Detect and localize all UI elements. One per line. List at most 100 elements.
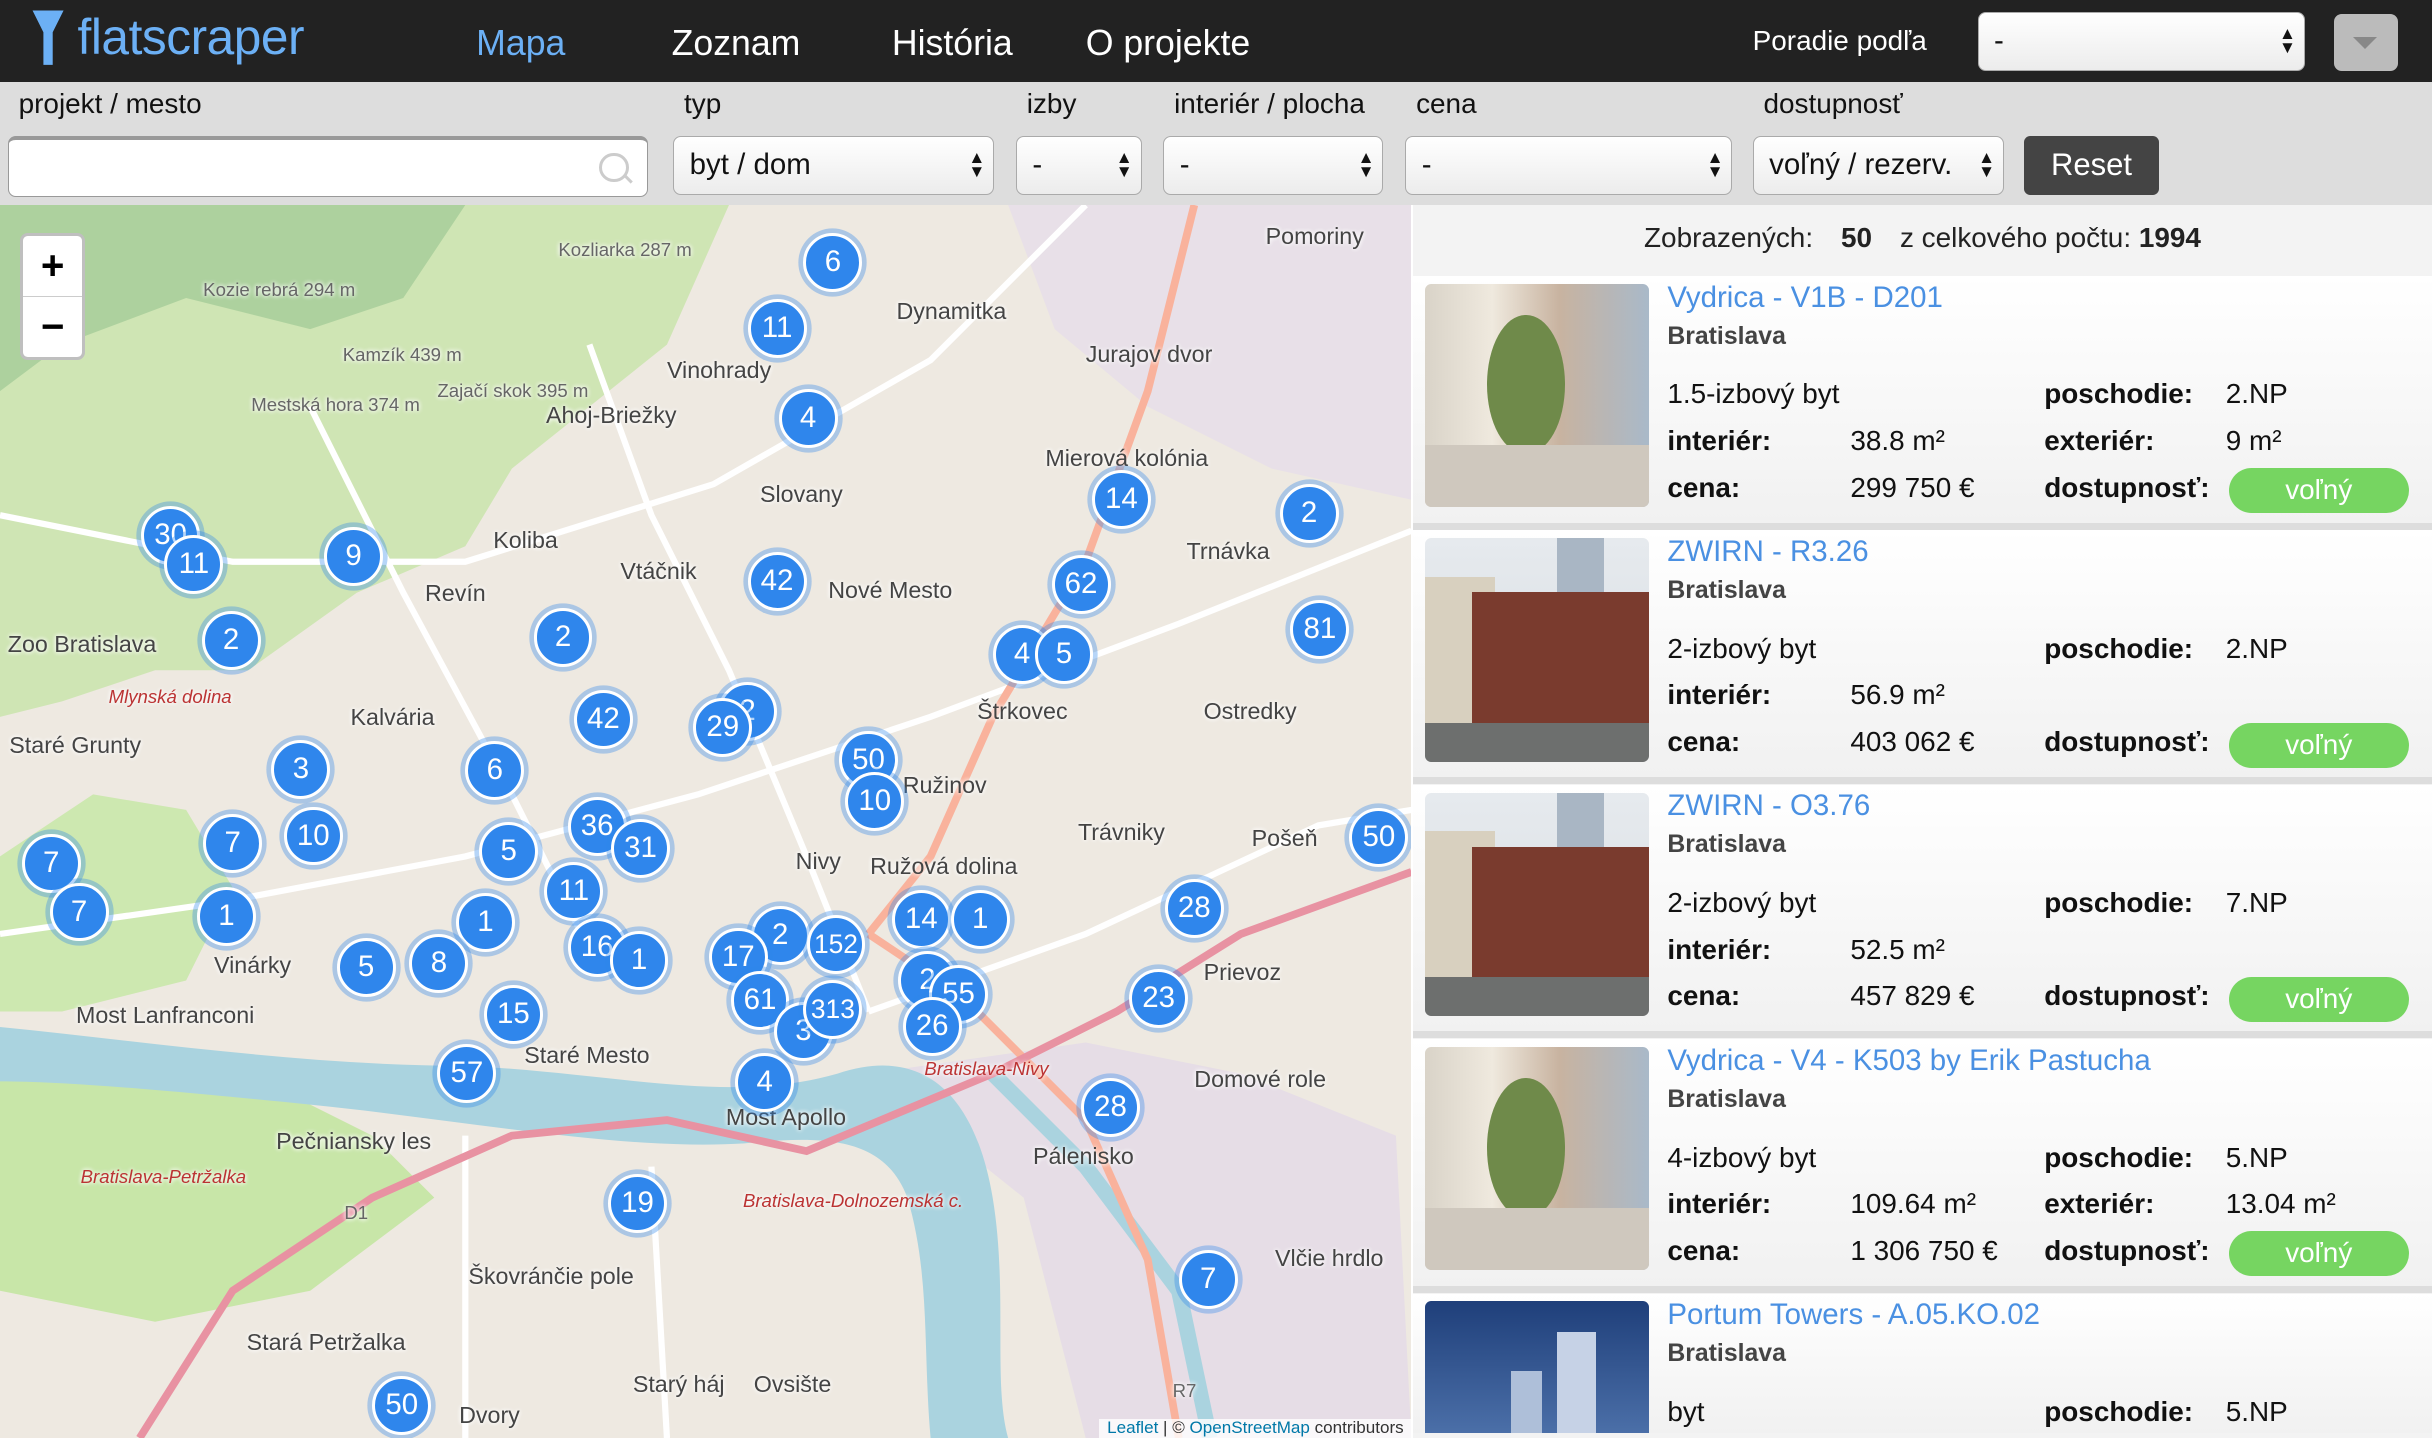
map-cluster-marker[interactable]: 61 bbox=[730, 970, 790, 1030]
total-label: z celkového počtu: bbox=[1899, 221, 2132, 253]
area-select[interactable]: - ▲ ▼ bbox=[1163, 136, 1384, 196]
map-place-label: Prievoz bbox=[1203, 958, 1282, 985]
map-place-label: Koliba bbox=[493, 527, 558, 554]
map-cluster-marker[interactable]: 7 bbox=[1178, 1250, 1238, 1310]
map-cluster-marker[interactable]: 9 bbox=[324, 527, 384, 587]
map-cluster-marker[interactable]: 31 bbox=[611, 818, 671, 878]
map-place-label: Starý háj bbox=[632, 1371, 725, 1398]
map-cluster-marker[interactable]: 11 bbox=[164, 535, 224, 595]
leaflet-link[interactable]: Leaflet bbox=[1107, 1418, 1159, 1438]
sort-direction-button[interactable] bbox=[2334, 13, 2398, 72]
map-place-label: Vinohrady bbox=[666, 356, 772, 383]
map-cluster-marker[interactable]: 6 bbox=[803, 232, 863, 292]
availability-label: dostupnosť: bbox=[2044, 471, 2210, 503]
map-cluster-marker[interactable]: 50 bbox=[372, 1375, 432, 1435]
map-cluster-marker[interactable]: 1 bbox=[609, 930, 669, 990]
sort-select[interactable]: - ▲ ▼ bbox=[1977, 12, 2305, 72]
map-cluster-marker[interactable]: 29 bbox=[693, 697, 753, 757]
nav-zoznam[interactable]: Zoznam bbox=[671, 23, 801, 64]
osm-link[interactable]: OpenStreetMap bbox=[1189, 1418, 1310, 1438]
map-cluster-marker[interactable]: 2 bbox=[533, 608, 593, 667]
map-cluster-marker[interactable]: 42 bbox=[573, 690, 633, 750]
map-place-label: Kozie rebrá 294 m bbox=[203, 279, 356, 301]
listing-title-link[interactable]: ZWIRN - R3.26 bbox=[1667, 535, 1869, 569]
listing-title-link[interactable]: Vydrica - V1B - D201 bbox=[1667, 280, 1943, 314]
map-cluster-marker[interactable]: 28 bbox=[1081, 1077, 1140, 1137]
map-cluster-marker[interactable]: 7 bbox=[49, 882, 109, 942]
map-place-label: Pomoriny bbox=[1265, 223, 1364, 250]
map-cluster-marker[interactable]: 4 bbox=[778, 389, 838, 449]
map-cluster-marker[interactable]: 11 bbox=[544, 862, 604, 922]
map-cluster-marker[interactable]: 14 bbox=[891, 890, 951, 950]
map-cluster-marker[interactable]: 4 bbox=[735, 1053, 795, 1113]
listing-title-link[interactable]: Portum Towers - A.05.KO.02 bbox=[1667, 1298, 2041, 1332]
nav-mapa[interactable]: Mapa bbox=[476, 23, 566, 64]
price-value: - bbox=[1421, 148, 1432, 182]
nav-historia[interactable]: História bbox=[891, 23, 1013, 64]
map-cluster-marker[interactable]: 14 bbox=[1091, 469, 1151, 529]
rooms-select[interactable]: - ▲ ▼ bbox=[1015, 136, 1142, 196]
availability-select[interactable]: voľný / rezerv. ▲ ▼ bbox=[1752, 136, 2004, 196]
price-select[interactable]: - ▲ ▼ bbox=[1405, 136, 1733, 196]
map-cluster-marker[interactable]: 1 bbox=[456, 893, 515, 953]
map-cluster-marker[interactable]: 42 bbox=[747, 552, 807, 612]
map-cluster-marker[interactable]: 5 bbox=[479, 822, 539, 881]
exterior-value: 13.04 m² bbox=[2225, 1188, 2336, 1220]
map-cluster-marker[interactable]: 17 bbox=[708, 927, 768, 987]
map-cluster-marker[interactable]: 1 bbox=[196, 887, 256, 947]
listing-title-link[interactable]: ZWIRN - O3.76 bbox=[1667, 789, 1871, 823]
map-cluster-marker[interactable]: 1 bbox=[950, 890, 1010, 950]
map-cluster-marker[interactable]: 11 bbox=[747, 299, 807, 359]
map-cluster-marker[interactable]: 19 bbox=[608, 1174, 667, 1234]
map-cluster-marker[interactable]: 8 bbox=[409, 933, 469, 993]
map-cluster-marker[interactable]: 62 bbox=[1051, 555, 1111, 615]
map-cluster-marker[interactable]: 313 bbox=[803, 980, 863, 1040]
map-cluster-marker[interactable]: 2 bbox=[1279, 483, 1339, 543]
map-cluster-marker[interactable]: 23 bbox=[1129, 969, 1189, 1029]
price-label: cena: bbox=[1667, 471, 1741, 503]
listing-photo[interactable] bbox=[1425, 283, 1649, 508]
price-label: cena: bbox=[1667, 980, 1741, 1012]
listing-photo[interactable] bbox=[1425, 792, 1649, 1016]
interior-label: interiér: bbox=[1667, 424, 1772, 456]
listing-photo[interactable] bbox=[1425, 1046, 1649, 1271]
map-cluster-marker[interactable]: 57 bbox=[437, 1043, 497, 1103]
map[interactable]: Pomoriny Dynamitka Jurajov dvor Vinohrady Ah… bbox=[0, 204, 1412, 1438]
map-cluster-marker[interactable]: 15 bbox=[483, 984, 543, 1044]
map-cluster-marker[interactable]: 7 bbox=[203, 814, 263, 874]
listing-card[interactable]: Vydrica - V1B - D201 Bratislava 1.5-izbový… bbox=[1412, 276, 2432, 530]
type-select[interactable]: byt / dom ▲ ▼ bbox=[673, 136, 995, 196]
map-cluster-marker[interactable]: 50 bbox=[1349, 808, 1409, 868]
zoom-in-button[interactable]: + bbox=[40, 241, 65, 288]
listing-title-link[interactable]: Vydrica - V4 - K503 by Erik Pastucha bbox=[1667, 1043, 2151, 1077]
map-cluster-marker[interactable]: 26 bbox=[902, 997, 962, 1057]
map-cluster-marker[interactable]: 28 bbox=[1164, 879, 1224, 939]
reset-button[interactable]: Reset bbox=[2024, 136, 2160, 196]
listing-card[interactable]: Portum Towers - A.05.KO.02 Bratislava byt p… bbox=[1412, 1293, 2432, 1434]
logo[interactable]: flatscraper bbox=[77, 8, 305, 65]
listing-card[interactable]: ZWIRN - O3.76 Bratislava 2-izbový byt posch… bbox=[1412, 784, 2432, 1039]
map-place-label: Mestská hora 374 m bbox=[251, 393, 420, 415]
map-cluster-marker[interactable]: 6 bbox=[465, 741, 525, 801]
map-cluster-marker[interactable]: 5 bbox=[336, 938, 396, 998]
map-cluster-marker[interactable]: 5 bbox=[1034, 625, 1094, 684]
map-cluster-marker[interactable]: 2 bbox=[201, 611, 261, 671]
interior-label: interiér: bbox=[1667, 933, 1772, 965]
map-cluster-marker[interactable]: 3 bbox=[271, 739, 331, 799]
map-cluster-marker[interactable]: 10 bbox=[845, 772, 905, 832]
map-place-label: Pálenisko bbox=[1032, 1143, 1134, 1170]
map-cluster-marker[interactable]: 81 bbox=[1290, 600, 1350, 660]
logo-icon bbox=[32, 10, 64, 66]
project-search-input[interactable] bbox=[7, 136, 649, 197]
map-place-label: Zajačí skok 395 m bbox=[437, 379, 589, 401]
map-cluster-marker[interactable]: 10 bbox=[283, 806, 343, 866]
map-cluster-marker[interactable]: 152 bbox=[806, 915, 866, 975]
zoom-out-button[interactable]: − bbox=[23, 296, 83, 357]
listing-photo[interactable] bbox=[1425, 1301, 1649, 1434]
nav-o-projekte[interactable]: O projekte bbox=[1085, 23, 1251, 64]
listing-card[interactable]: Vydrica - V4 - K503 by Erik Pastucha Brat… bbox=[1412, 1039, 2432, 1293]
listing-card[interactable]: ZWIRN - R3.26 Bratislava 2-izbový byt posch… bbox=[1412, 530, 2432, 785]
map-place-label: Staré Grunty bbox=[9, 732, 142, 759]
listing-photo[interactable] bbox=[1425, 538, 1649, 762]
zoom-control: + − bbox=[20, 232, 86, 360]
